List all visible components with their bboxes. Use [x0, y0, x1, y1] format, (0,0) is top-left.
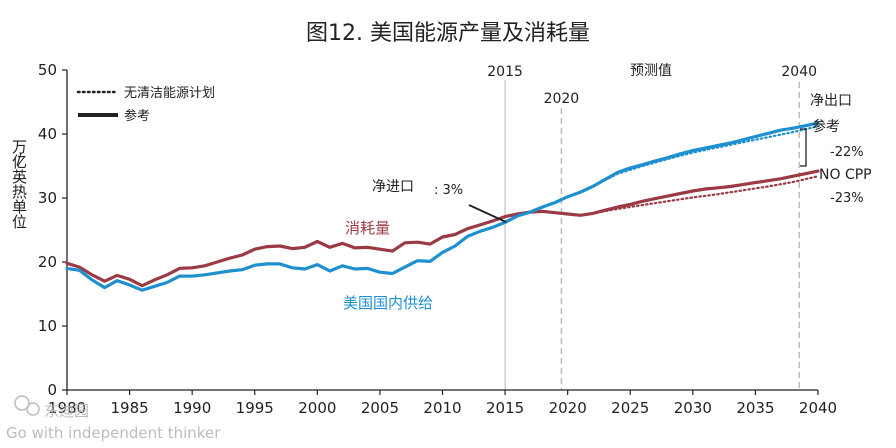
series-line-1: [65, 121, 820, 292]
right-annotations: 净出口 参考 -22% NO CPP -23%: [800, 93, 872, 206]
reference-label-right: 参考: [812, 118, 840, 135]
x-tick-label: 2000: [298, 399, 336, 417]
net-import-value: : 3%: [434, 183, 463, 198]
y-tick-label: 0: [47, 381, 57, 399]
wechat-icon-bubble: [26, 402, 40, 416]
vline-label-2040: 2040: [781, 64, 817, 80]
y-axis-label-text: 万亿英热单位: [10, 139, 28, 229]
y-tick-label: 30: [38, 189, 57, 207]
net-export-label: 净出口: [810, 93, 852, 109]
x-tick-label: 2040: [799, 399, 837, 417]
series-line-2-dotted: [591, 175, 820, 215]
x-tick-label: 1990: [173, 399, 211, 417]
chart-title: 图12. 美国能源产量及消耗量: [306, 21, 590, 46]
x-tick-label: 1995: [236, 399, 274, 417]
legend: 无清洁能源计划 参考: [76, 86, 215, 124]
x-tick-label: 1985: [110, 399, 148, 417]
x-tick-label: 2035: [736, 399, 774, 417]
series-label-domestic-supply: 美国国内供给: [343, 294, 433, 312]
net-import-label: 净进口: [372, 179, 414, 195]
x-tick-label: 2015: [486, 399, 524, 417]
net-import-annotation: 净进口 : 3%: [372, 179, 507, 223]
x-tick-label: 2010: [423, 399, 461, 417]
legend-label-no-cpp: 无清洁能源计划: [124, 86, 215, 101]
y-axis-label: / 万亿英热单位: [10, 139, 28, 229]
pct-bottom: -23%: [830, 191, 864, 206]
watermark-line2: Go with independent thinker: [6, 424, 221, 442]
series-lines: [65, 121, 820, 292]
pct-top: -22%: [830, 145, 864, 160]
wechat-icon: [14, 395, 30, 411]
x-tick-label: 2005: [361, 399, 399, 417]
y-tick-label: 40: [38, 125, 57, 143]
y-tick-label: 50: [38, 61, 57, 79]
y-tick-label: 20: [38, 253, 57, 271]
reference-lines: 2015 2020 2040: [487, 64, 817, 390]
axes: [66, 70, 818, 391]
net-import-pointer: [468, 204, 507, 223]
y-axis-label-prefix: /: [16, 150, 22, 168]
x-tick-label: 2025: [611, 399, 649, 417]
watermark: 东迪园 Go with independent thinker: [6, 395, 221, 442]
series-label-consumption: 消耗量: [345, 219, 390, 237]
y-tick-label: 10: [38, 317, 57, 335]
legend-label-reference: 参考: [124, 108, 150, 124]
bracket-top: [800, 128, 807, 167]
vline-label-2020: 2020: [544, 91, 580, 107]
forecast-region-label: 预测值: [630, 63, 672, 79]
series-line-3-dotted: [591, 125, 820, 188]
x-tick-label: 2020: [549, 399, 587, 417]
x-tick-label: 1980: [48, 399, 86, 417]
no-cpp-label: NO CPP: [819, 167, 872, 183]
series-line-0: [65, 169, 820, 288]
vline-label-2015: 2015: [487, 64, 523, 80]
x-tick-label: 2030: [674, 399, 712, 417]
watermark-line1: 东迪园: [44, 402, 89, 420]
